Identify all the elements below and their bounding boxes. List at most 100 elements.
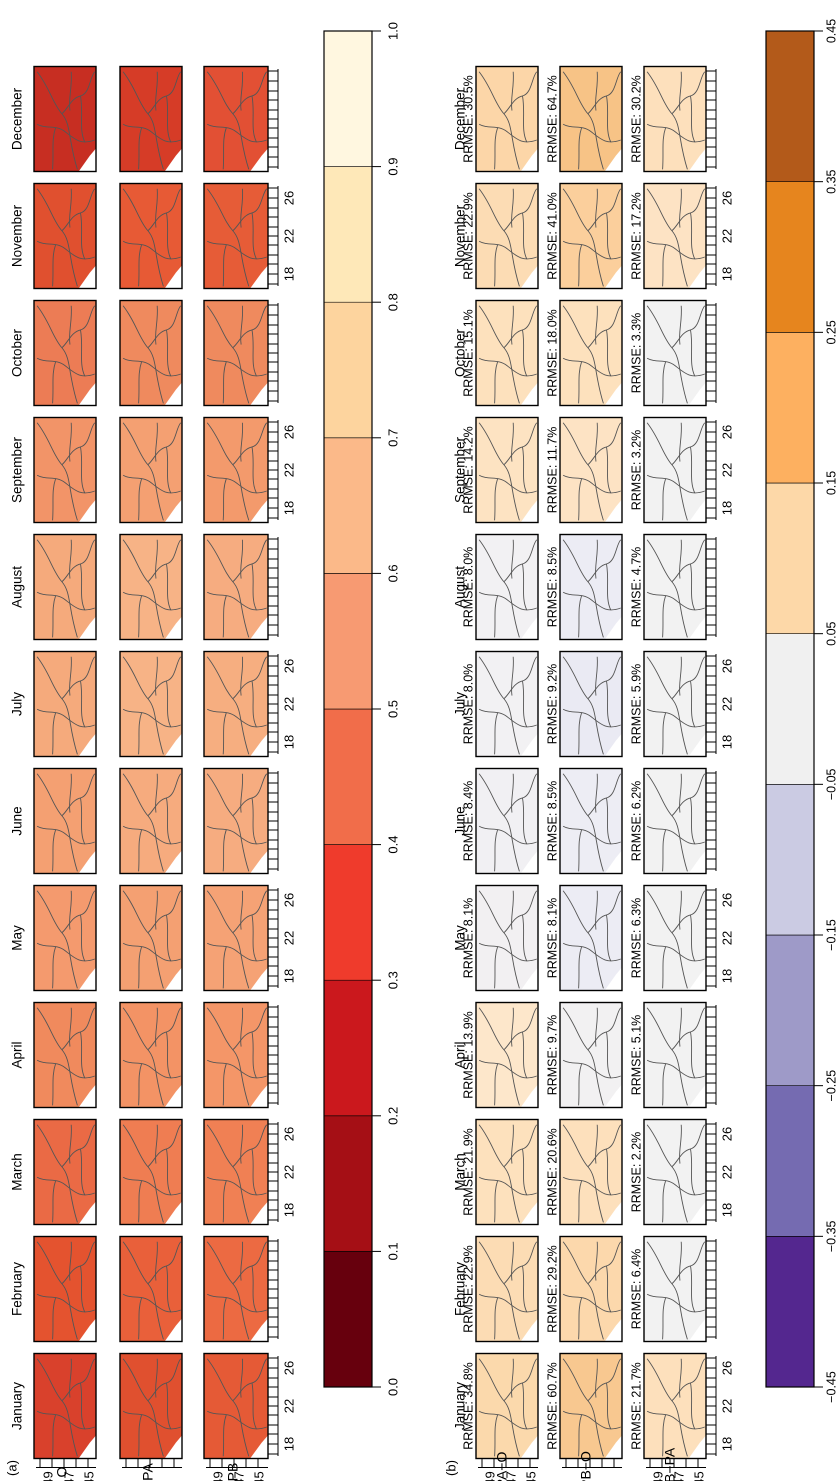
map-cell — [33, 182, 97, 290]
map-frame — [119, 416, 183, 524]
country-border — [222, 595, 227, 638]
country-border — [503, 422, 538, 466]
country-border — [662, 946, 667, 989]
country-border — [478, 539, 520, 638]
colorbar-tick-label: 0.0 — [385, 1378, 400, 1396]
country-border — [494, 244, 499, 287]
country-border — [587, 188, 622, 232]
colorbar-tick-label: −0.05 — [824, 768, 838, 800]
country-border — [52, 127, 57, 170]
country-border — [80, 329, 86, 377]
country-border — [80, 797, 86, 845]
country-border — [138, 361, 143, 404]
country-border — [232, 305, 268, 349]
rrmse-label: RRMSE: 3.3% — [629, 313, 643, 394]
country-border — [646, 474, 705, 494]
map-cell — [643, 767, 707, 875]
row-label: PA — [140, 1463, 156, 1481]
country-border — [251, 1265, 257, 1313]
map-cell — [559, 299, 623, 407]
rrmse-label: RRMSE: 11.7% — [545, 427, 559, 514]
country-border — [595, 539, 598, 579]
country-border — [578, 361, 583, 404]
colorbar-swatch — [765, 332, 815, 484]
map-cell — [559, 767, 623, 875]
map-frame — [559, 299, 623, 407]
colorbar-tick-label: 0.05 — [824, 621, 838, 645]
country-border — [662, 1063, 667, 1106]
map-frame — [119, 884, 183, 992]
country-border — [122, 71, 164, 170]
longitude-tick-label: 18 — [281, 1203, 296, 1217]
latitude-tick-label: 45 — [523, 1471, 538, 1481]
longitude-tick-label: 18 — [719, 1203, 734, 1217]
map-cell — [559, 65, 623, 173]
rrmse-label: RRMSE: 8.4% — [461, 781, 475, 862]
country-border — [251, 914, 257, 962]
map-nodata-area — [250, 850, 268, 874]
country-border — [671, 422, 706, 466]
country-border — [478, 1241, 520, 1340]
map-nodata-area — [604, 733, 622, 757]
country-border — [595, 890, 598, 930]
latitude-tick-label: 45 — [691, 1471, 706, 1481]
country-border — [679, 656, 682, 696]
map-nodata-area — [164, 1201, 182, 1225]
map-cell — [559, 650, 623, 758]
map-cell — [643, 533, 707, 641]
month-label: June — [10, 806, 25, 835]
country-border — [122, 825, 181, 845]
country-border — [478, 1176, 537, 1196]
longitude-tick-label: 18 — [281, 1437, 296, 1451]
country-border — [36, 591, 95, 611]
country-border — [166, 212, 172, 260]
map-nodata-area — [688, 1435, 706, 1459]
longitude-tick-label: 26 — [719, 191, 734, 205]
map-nodata-area — [688, 616, 706, 640]
map-cell — [203, 1235, 269, 1343]
country-border — [122, 1059, 181, 1079]
month-label: September — [453, 436, 468, 503]
country-border — [511, 1241, 514, 1281]
country-border — [646, 1176, 705, 1196]
map-cell — [119, 650, 183, 758]
country-border — [166, 680, 172, 728]
colorbar-swatch — [765, 1236, 815, 1388]
map-nodata-area — [250, 733, 268, 757]
country-border — [562, 708, 621, 728]
map-cell — [33, 1001, 97, 1109]
country-border — [511, 305, 514, 345]
country-border — [122, 1241, 164, 1340]
country-border — [155, 188, 158, 228]
country-border — [138, 946, 143, 989]
country-border — [478, 1124, 520, 1223]
rrmse-label: RRMSE: 14.2% — [461, 426, 475, 514]
country-border — [478, 357, 537, 377]
map-nodata-area — [78, 148, 96, 172]
country-border — [679, 773, 682, 813]
map-nodata-area — [520, 1318, 538, 1342]
country-border — [578, 829, 583, 872]
country-border — [478, 591, 537, 611]
map-nodata-area — [78, 265, 96, 289]
country-border — [122, 539, 164, 638]
country-border — [494, 1297, 499, 1340]
country-border — [166, 1031, 172, 1079]
country-border — [52, 478, 57, 521]
map-nodata-area — [604, 265, 622, 289]
country-border — [606, 797, 612, 845]
rrmse-label: RRMSE: 5.9% — [629, 664, 643, 745]
map-cell — [559, 1001, 623, 1109]
month-label: January — [453, 1382, 468, 1430]
rrmse-label: RRMSE: 29.2% — [545, 1245, 559, 1333]
colorbar-tick-label: 0.6 — [385, 564, 400, 582]
month-label: February — [10, 1262, 25, 1316]
rrmse-label: RRMSE: 8.5% — [545, 547, 559, 628]
map-nodata-area — [688, 850, 706, 874]
country-border — [206, 591, 267, 611]
country-border — [240, 1241, 244, 1281]
country-border — [595, 1124, 598, 1164]
country-border — [155, 656, 158, 696]
colorbar-swatch — [765, 1085, 815, 1237]
